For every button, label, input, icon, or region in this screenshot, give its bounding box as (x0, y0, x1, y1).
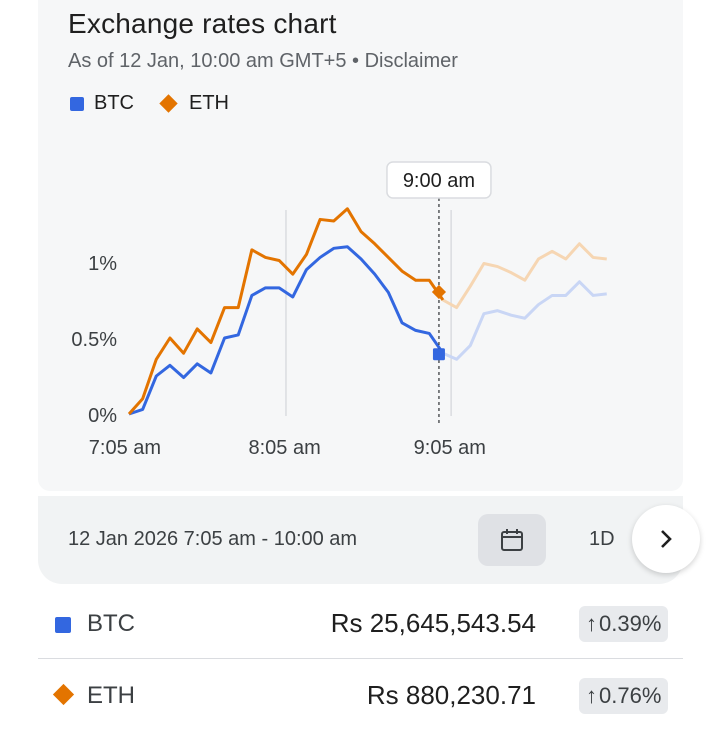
chart-subtitle: As of 12 Jan, 10:00 am GMT+5 • Disclaime… (68, 50, 458, 72)
x-tick-label: 9:05 am (414, 437, 486, 459)
cursor-label-box (386, 161, 492, 199)
btc-legend-label: BTC (94, 92, 134, 114)
date-range-text: 12 Jan 2026 7:05 am - 10:00 am (68, 528, 358, 550)
chart-title: Exchange rates chart (68, 8, 337, 39)
btc-change-badge: ↑ 0.39% (579, 606, 669, 642)
x-tick-label: 7:05 am (89, 437, 161, 459)
btc-row[interactable]: BTC Rs 25,645,543.54 ↑ 0.39% (38, 588, 683, 659)
date-range-bar (38, 496, 683, 584)
eth-cursor-marker (431, 284, 447, 300)
eth-price: Rs 880,230.71 (366, 680, 536, 710)
eth-change-value: 0.76% (599, 683, 662, 708)
eth-row[interactable]: ETH Rs 880,230.71 ↑ 0.76% (38, 660, 683, 730)
btc-square-icon (55, 617, 71, 633)
eth-legend-label: ETH (189, 92, 229, 114)
btc-change-value: 0.39% (599, 611, 662, 636)
btc-cursor-marker (432, 348, 445, 361)
eth-change-badge: ↑ 0.76% (579, 678, 669, 714)
chart-card (38, 0, 683, 491)
eth-line (127, 207, 445, 416)
chart-legend: BTC ETH (70, 92, 229, 115)
calendar-icon (501, 529, 523, 551)
chevron-right-icon (661, 530, 672, 548)
eth-diamond-icon (52, 683, 75, 706)
y-tick-label: 0% (88, 405, 117, 427)
calendar-button[interactable] (478, 514, 546, 566)
btc-price: Rs 25,645,543.54 (330, 608, 536, 638)
btc-legend-swatch (70, 96, 84, 111)
btc-line-future (442, 280, 607, 361)
btc-line (128, 245, 445, 416)
next-button[interactable] (632, 505, 700, 573)
y-tick-label: 1% (88, 253, 117, 275)
exchange-rate-line-chart[interactable]: 0% 0.5% 1% 7:05 am 8:05 am 9:05 am 9:00 am (0, 0, 720, 480)
arrow-up-icon: ↑ (586, 683, 597, 708)
x-tick-label: 8:05 am (248, 437, 320, 459)
y-tick-label: 0.5% (71, 329, 117, 351)
btc-name: BTC (87, 610, 135, 637)
eth-line-future (442, 242, 607, 310)
arrow-up-icon: ↑ (586, 611, 597, 636)
eth-name: ETH (87, 682, 135, 709)
period-option-1d[interactable]: 1D (589, 528, 615, 550)
cursor-time-label: 9:00 am (403, 170, 475, 192)
